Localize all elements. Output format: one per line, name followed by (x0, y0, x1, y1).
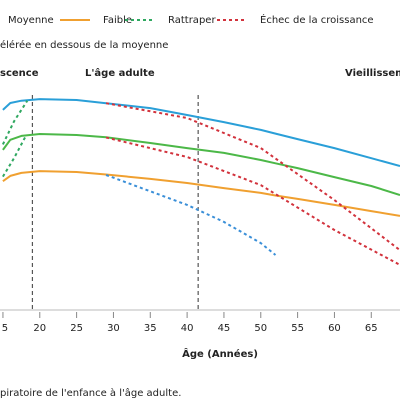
phase-label: Vieillisseme (345, 68, 400, 79)
series-line (2, 133, 400, 196)
series-line (2, 137, 26, 178)
x-axis-label: Âge (Années) (182, 347, 258, 360)
x-tick-label: 20 (33, 323, 46, 334)
x-tick-label: 55 (291, 323, 304, 334)
x-tick-label: 30 (107, 323, 120, 334)
x-tick-label: 40 (181, 323, 194, 334)
series-line (105, 174, 277, 256)
legend-label: Faible (103, 15, 132, 26)
phase-label: L'âge adulte (85, 67, 155, 79)
x-tick-label: 65 (365, 323, 378, 334)
legend-label: Moyenne (8, 15, 54, 26)
x-tick-label: 25 (70, 323, 83, 334)
series-line (2, 170, 400, 217)
caption: piratoire de l'enfance à l'âge adulte. (0, 387, 181, 399)
phase-label: scence (0, 68, 39, 79)
x-tick-label: 60 (328, 323, 341, 334)
series-line (105, 102, 400, 251)
legend-label: Rattraper (168, 15, 216, 26)
x-tick-label: 45 (218, 323, 231, 334)
x-tick-label: 50 (254, 323, 267, 334)
legend-label: Échec de la croissance (260, 13, 374, 26)
x-tick-label: 35 (144, 323, 157, 334)
legend-label: élérée en dessous de la moyenne (0, 39, 168, 51)
series-line (2, 98, 400, 167)
series-line (1, 100, 29, 145)
series-line (105, 136, 400, 266)
x-tick-label: 5 (2, 323, 8, 334)
